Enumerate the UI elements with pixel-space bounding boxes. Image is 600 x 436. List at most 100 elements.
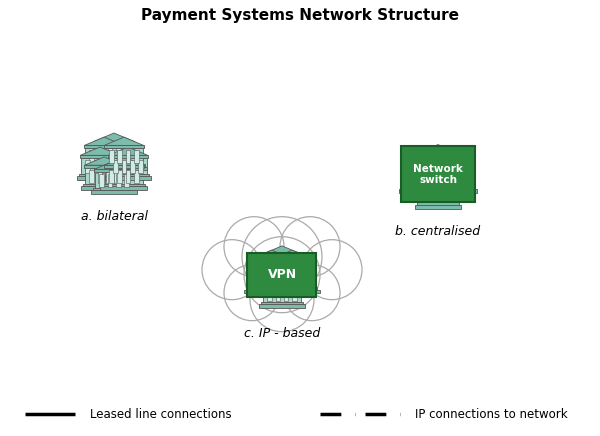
Text: Leased line connections: Leased line connections	[90, 408, 232, 420]
Bar	[100, 186, 147, 190]
Bar	[104, 165, 143, 168]
Bar	[431, 157, 436, 171]
Bar	[290, 273, 295, 286]
Bar	[278, 271, 315, 287]
Bar	[85, 165, 124, 168]
Bar	[104, 177, 151, 180]
Bar	[433, 187, 475, 190]
Bar	[93, 188, 135, 191]
Bar	[126, 170, 130, 183]
Bar	[109, 150, 114, 164]
Bar	[302, 263, 307, 276]
Bar	[89, 150, 94, 164]
Bar	[428, 176, 470, 178]
Bar	[416, 173, 421, 186]
Bar	[274, 261, 311, 277]
Bar	[274, 263, 278, 276]
Bar	[79, 174, 121, 177]
Circle shape	[242, 217, 322, 296]
Bar	[421, 162, 425, 175]
Polygon shape	[277, 260, 316, 269]
Bar	[434, 162, 439, 175]
Bar	[423, 188, 428, 202]
Bar	[298, 273, 303, 286]
Bar	[407, 157, 447, 160]
Bar	[435, 171, 472, 187]
Bar	[110, 160, 115, 173]
Bar	[282, 263, 287, 276]
Bar	[464, 173, 469, 186]
Bar	[102, 160, 107, 173]
Bar	[122, 160, 126, 173]
Bar	[107, 174, 149, 177]
Bar	[94, 160, 98, 173]
Bar	[459, 162, 464, 175]
Bar	[109, 158, 147, 174]
Bar	[434, 168, 473, 171]
Bar	[114, 170, 119, 183]
Bar	[94, 169, 134, 172]
Bar	[402, 187, 443, 190]
Bar	[95, 144, 133, 160]
Bar	[278, 273, 283, 286]
Bar	[281, 273, 286, 286]
Polygon shape	[407, 149, 447, 157]
Text: Payment Systems Network Structure: Payment Systems Network Structure	[141, 8, 459, 23]
Polygon shape	[418, 145, 458, 153]
Bar	[138, 160, 143, 173]
Bar	[294, 263, 299, 276]
Bar	[261, 273, 266, 286]
Text: VPN: VPN	[268, 268, 296, 281]
Bar	[269, 279, 316, 283]
Text: Network
switch: Network switch	[413, 164, 463, 185]
Bar	[284, 259, 289, 272]
Bar	[265, 263, 270, 276]
Bar	[403, 168, 442, 171]
Polygon shape	[429, 149, 469, 157]
Bar	[248, 279, 295, 283]
Bar	[442, 162, 447, 175]
Bar	[100, 167, 147, 170]
Bar	[433, 173, 437, 186]
Bar	[275, 288, 280, 301]
Circle shape	[284, 265, 340, 321]
Text: a. bilateral: a. bilateral	[80, 210, 148, 223]
Bar	[83, 184, 125, 186]
FancyBboxPatch shape	[247, 253, 317, 296]
Bar	[417, 171, 459, 174]
Bar	[429, 157, 469, 160]
Bar	[85, 146, 124, 148]
Bar	[263, 286, 301, 302]
Bar	[81, 158, 119, 174]
Bar	[98, 150, 102, 164]
Text: IP connections to network: IP connections to network	[415, 408, 568, 420]
Bar	[103, 184, 145, 186]
Bar	[284, 288, 289, 301]
Bar	[447, 173, 452, 186]
Bar	[80, 155, 120, 158]
Bar	[272, 259, 312, 261]
Bar	[106, 150, 110, 164]
Bar	[269, 273, 274, 286]
Polygon shape	[94, 133, 134, 141]
Bar	[440, 157, 445, 171]
Circle shape	[280, 217, 340, 277]
Bar	[113, 160, 118, 173]
Bar	[259, 275, 305, 279]
Bar	[248, 269, 287, 271]
Bar	[418, 184, 458, 187]
Text: b. centralised: b. centralised	[395, 225, 481, 238]
Bar	[418, 153, 458, 156]
Bar	[81, 186, 128, 190]
Bar	[431, 188, 436, 202]
Text: c. IP - based: c. IP - based	[244, 327, 320, 340]
Bar	[262, 283, 302, 286]
Polygon shape	[85, 157, 124, 165]
Bar	[439, 173, 443, 186]
Bar	[267, 288, 272, 301]
Bar	[423, 157, 428, 171]
Circle shape	[224, 265, 280, 321]
Bar	[412, 162, 417, 175]
Polygon shape	[262, 246, 302, 254]
Polygon shape	[434, 160, 473, 168]
